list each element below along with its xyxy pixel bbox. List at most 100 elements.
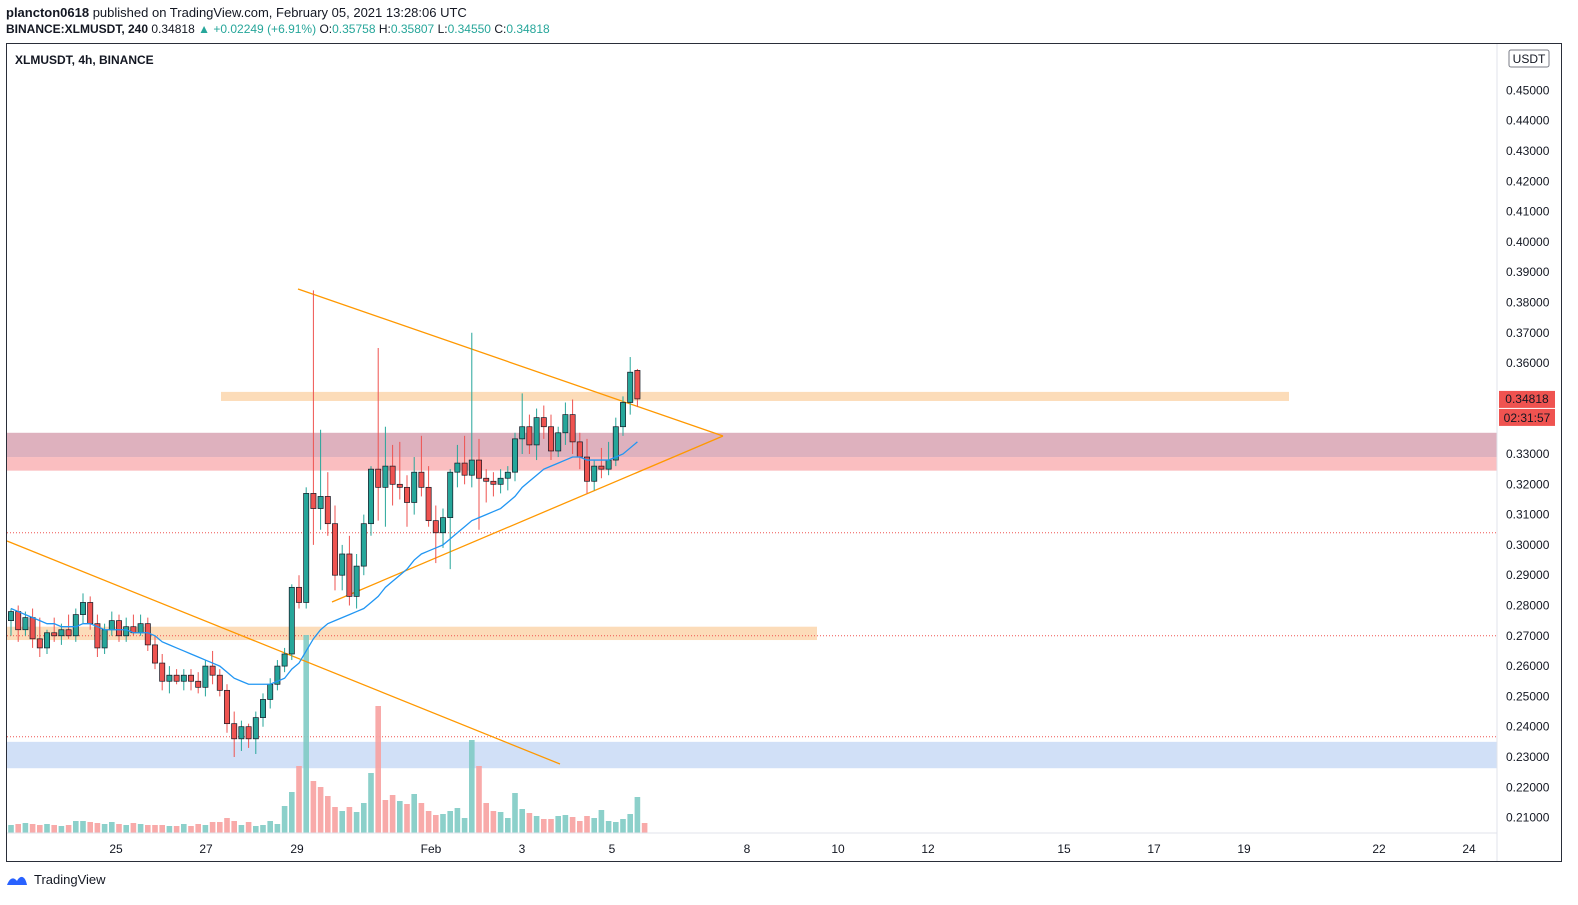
candle-body (627, 371, 634, 403)
volume-bar (346, 807, 353, 833)
price-tick-label: 0.25000 (1506, 689, 1550, 703)
candle-body (173, 674, 180, 682)
volume-bar (166, 826, 173, 833)
volume-bar (202, 825, 209, 833)
candle-body (418, 471, 425, 488)
volume-bar (613, 822, 619, 833)
volume-bar (425, 811, 432, 833)
volume-bar (159, 825, 165, 833)
price-tick-label: 0.32000 (1506, 477, 1550, 491)
volume-bar (8, 825, 14, 833)
candle-body (483, 477, 490, 482)
candle-body (368, 468, 374, 525)
candle-body (180, 674, 187, 682)
candle-body (339, 553, 346, 576)
chart-frame (6, 43, 1562, 862)
candle-body (555, 432, 562, 452)
volume-bar (80, 821, 86, 833)
price-tick-label: 0.40000 (1506, 235, 1550, 249)
time-tick-label: 27 (199, 842, 213, 856)
last-price-label: 0.34818 (1505, 392, 1549, 406)
volume-bar (605, 821, 612, 833)
price-tick-label: 0.28000 (1506, 599, 1550, 613)
volume-bar (65, 825, 72, 833)
volume-bar (137, 824, 144, 833)
price-change: +0.02249 (+6.91%) (213, 22, 317, 36)
candle-body (260, 699, 266, 718)
time-tick-label: 12 (921, 842, 935, 856)
candle-body (432, 520, 439, 534)
moving-average-line (10, 441, 638, 685)
volume-bar (130, 823, 137, 833)
volume-bar (303, 635, 309, 833)
candle-body (447, 471, 454, 518)
volume-bar (519, 809, 525, 833)
price-tick-label: 0.24000 (1506, 720, 1550, 734)
time-tick-label: 17 (1147, 842, 1161, 856)
volume-bar (188, 826, 194, 833)
volume-bar (620, 819, 626, 833)
candle-body (216, 674, 223, 691)
price-tick-label: 0.33000 (1506, 447, 1550, 461)
candle-body (44, 632, 50, 649)
low-label: L: (437, 22, 448, 36)
zone-0 (221, 391, 1289, 401)
volume-bar (116, 824, 122, 833)
volume-bar (418, 803, 425, 833)
candle-body (245, 726, 252, 740)
volume-bar (15, 824, 21, 833)
volume-bar (454, 808, 461, 833)
volume-bar (289, 792, 295, 833)
close-label: C: (494, 22, 507, 36)
candle-body (620, 402, 626, 428)
candle-body (425, 486, 432, 522)
candle-body (569, 414, 576, 443)
countdown-label: 02:31:57 (1504, 411, 1551, 425)
volume-bar (209, 822, 216, 833)
time-tick-label: 10 (831, 842, 845, 856)
candle-body (461, 462, 468, 476)
volume-bar (238, 825, 245, 833)
volume-bar (260, 825, 266, 833)
tradingview-logo-icon[interactable] (6, 873, 28, 887)
countdown-marker (1499, 408, 1555, 426)
candle-body (51, 632, 58, 637)
volume-bar (411, 794, 417, 833)
volume-bar (375, 706, 381, 833)
time-tick-label: 3 (519, 842, 526, 856)
high-label: H: (378, 22, 391, 36)
candle-body (80, 602, 86, 615)
low-value: 0.34550 (447, 22, 491, 36)
price-tick-label: 0.43000 (1506, 144, 1550, 158)
candle-body (317, 496, 324, 509)
price-tick-label: 0.37000 (1506, 326, 1550, 340)
volume-bar (274, 824, 281, 833)
time-tick-label: 24 (1462, 842, 1476, 856)
volume-bar (195, 824, 201, 833)
candle-body (440, 517, 446, 534)
candle-body (231, 723, 238, 740)
candle-body (476, 459, 482, 479)
time-tick-label: Feb (421, 842, 442, 856)
volume-bar (483, 803, 489, 833)
candle-body (166, 674, 173, 682)
price-tick-label: 0.42000 (1506, 174, 1550, 188)
candle-body (468, 459, 475, 476)
volume-bar (541, 819, 547, 833)
price-tick-label: 0.26000 (1506, 659, 1550, 673)
zone-3 (7, 626, 817, 641)
volume-bar (469, 740, 475, 833)
footer-brand[interactable]: TradingView (34, 872, 106, 887)
volume-bar (317, 787, 324, 833)
price-tick-label: 0.23000 (1506, 750, 1550, 764)
open-label: O: (319, 22, 333, 36)
volume-bar (353, 812, 360, 833)
candle-body (634, 370, 641, 400)
candle-body (504, 471, 511, 479)
volume-bar (296, 766, 302, 833)
volume-bar (526, 813, 533, 833)
price-tick-label: 0.30000 (1506, 538, 1550, 552)
author-name[interactable]: plancton0618 (6, 5, 90, 20)
price-tick-label: 0.39000 (1506, 265, 1550, 279)
